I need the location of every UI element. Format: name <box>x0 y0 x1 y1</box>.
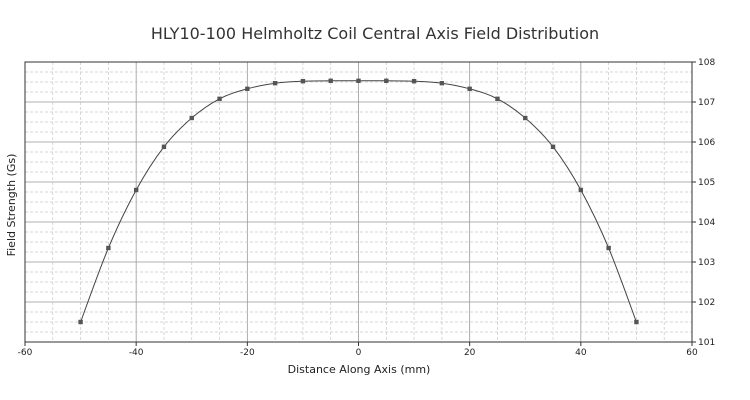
y-axis-label: Field Strength (Gs) <box>5 154 18 257</box>
y-tick-label: 105 <box>698 178 715 188</box>
data-point <box>523 115 528 121</box>
data-point <box>384 78 389 83</box>
data-point <box>634 319 639 325</box>
data-point <box>606 245 611 251</box>
y-tick-label: 104 <box>698 218 715 228</box>
data-point <box>467 86 472 91</box>
x-tick-label: 60 <box>686 348 698 358</box>
chart-title: HLY10-100 Helmholtz Coil Central Axis Fi… <box>150 24 600 43</box>
y-axis: 101 102 103 104 105 106 107 108 <box>692 58 715 348</box>
x-tick-label: -40 <box>129 348 144 358</box>
y-tick-label: 101 <box>698 338 715 348</box>
x-tick-label: 20 <box>464 348 476 358</box>
data-point <box>217 96 222 101</box>
data-point <box>550 144 556 149</box>
data-point <box>106 245 111 251</box>
data-point <box>495 96 500 101</box>
x-tick-label: 40 <box>575 348 587 358</box>
series-markers <box>78 78 639 325</box>
x-tick-label: 0 <box>356 348 362 358</box>
data-point <box>78 319 83 325</box>
data-point <box>133 187 139 193</box>
x-axis: -60 -40 -20 0 20 40 60 <box>18 342 698 358</box>
data-point <box>578 187 584 193</box>
data-point <box>328 78 333 83</box>
y-tick-label: 106 <box>698 138 715 148</box>
y-tick-label: 107 <box>698 98 715 108</box>
data-point <box>356 78 361 83</box>
grid <box>24 61 693 343</box>
data-point <box>439 81 445 86</box>
data-point <box>161 144 167 149</box>
y-tick-label: 103 <box>698 258 715 268</box>
data-point <box>411 79 417 84</box>
x-tick-label: -60 <box>18 348 33 358</box>
data-point <box>189 115 194 121</box>
y-tick-label: 108 <box>698 58 715 68</box>
data-point <box>272 81 278 86</box>
data-point <box>300 79 306 84</box>
y-tick-label: 102 <box>698 298 715 308</box>
x-axis-label: Distance Along Axis (mm) <box>288 363 431 376</box>
data-point <box>245 86 250 91</box>
x-tick-label: -20 <box>240 348 255 358</box>
